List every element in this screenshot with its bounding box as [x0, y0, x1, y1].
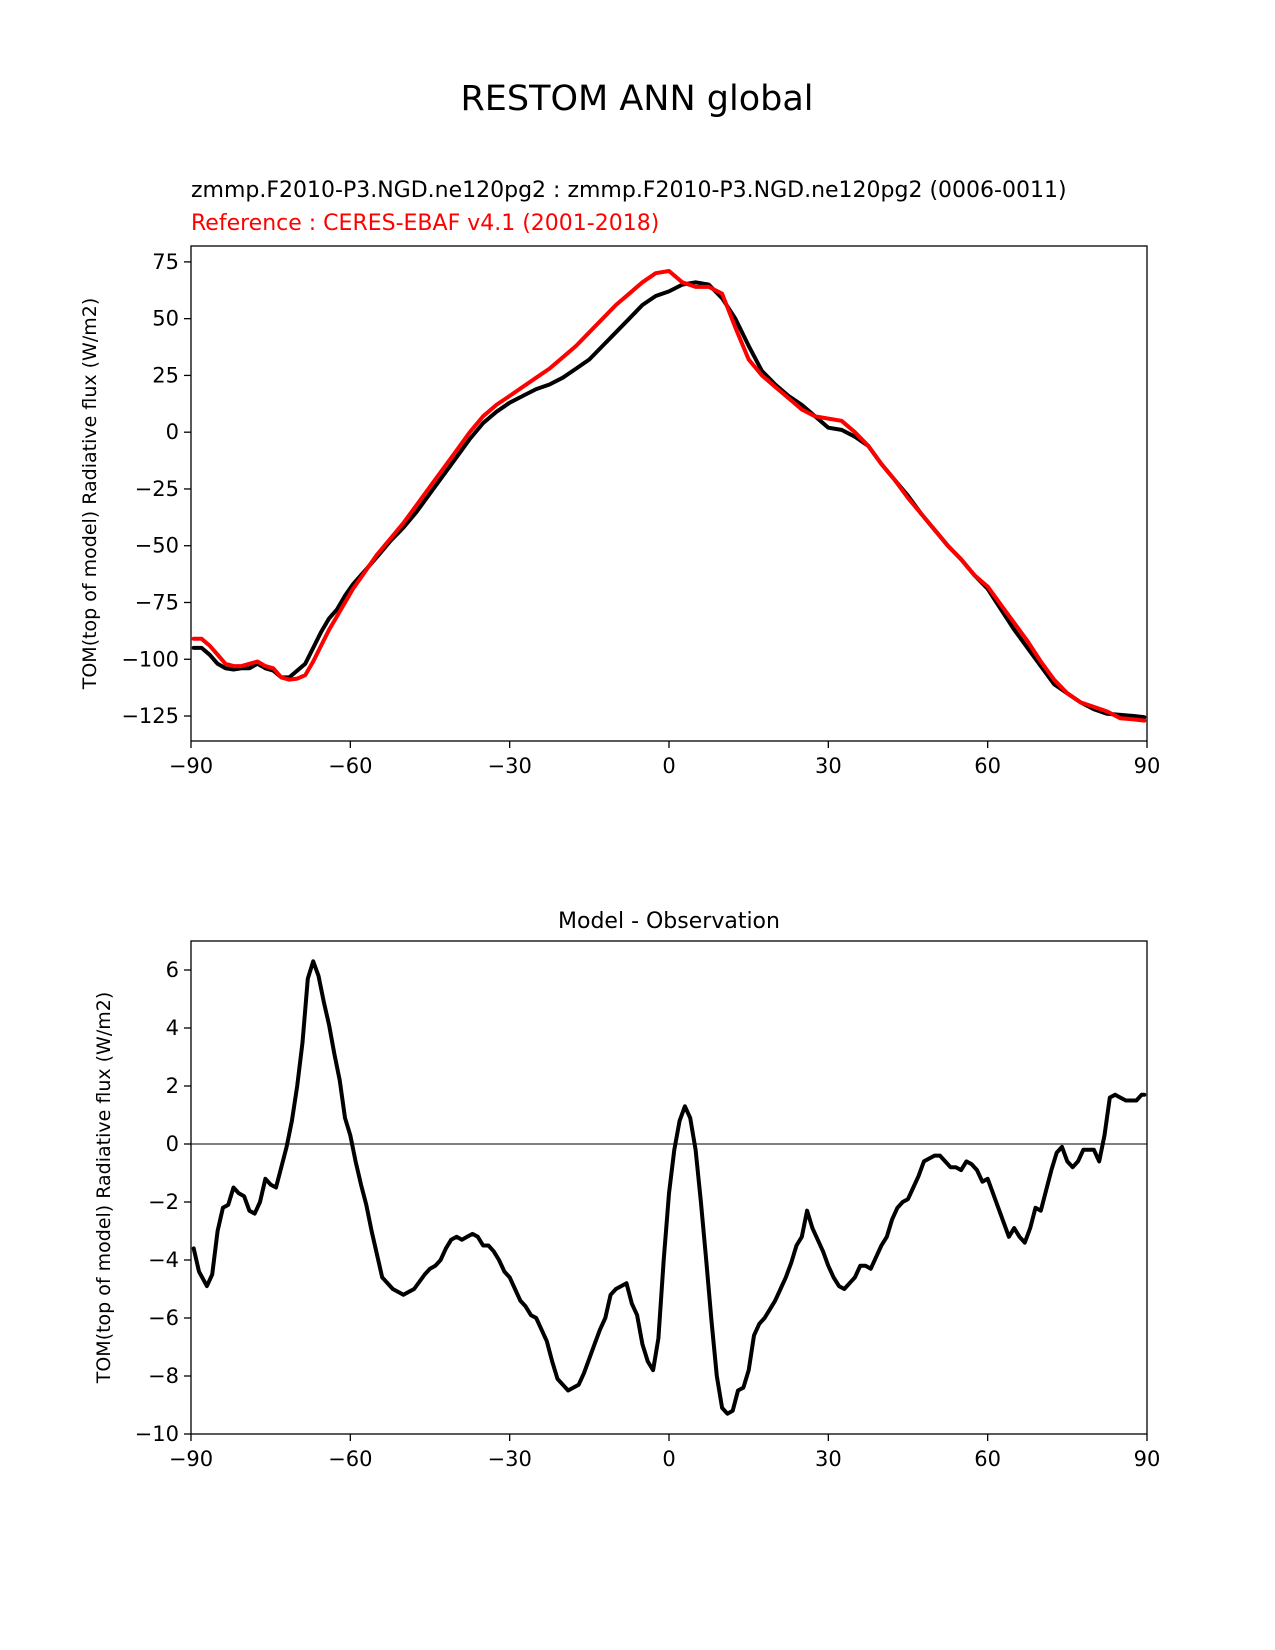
- bottom-y-tick-label: 4: [166, 1016, 179, 1040]
- top-y-tick-label: 75: [152, 250, 179, 274]
- top-plot-area: −90 −60 −30 0 30 60 90 75 50 25 0 −25 −50 −75 −100 −125: [121, 245, 1161, 778]
- bottom-y-tick-label: −10: [135, 1422, 179, 1446]
- top-x-tick-label: 90: [1134, 754, 1161, 778]
- bottom-x-tick-label: 60: [974, 1447, 1001, 1471]
- top-y-tick-label: −50: [135, 534, 179, 558]
- top-y-tick-label: 0: [166, 420, 179, 444]
- bottom-x-tick-label: 30: [815, 1447, 842, 1471]
- bottom-y-tick-label: −8: [148, 1364, 179, 1388]
- top-x-tick-label: 0: [662, 754, 675, 778]
- bottom-y-tick-label: −6: [148, 1306, 179, 1330]
- bottom-series-line-difference: [191, 959, 1147, 1416]
- bottom-x-tick-label: 90: [1134, 1447, 1161, 1471]
- bottom-y-tick-label: −2: [148, 1190, 179, 1214]
- top-x-tick-label: −60: [328, 754, 372, 778]
- bottom-panel: Model - Observation −90 −60 −30 0 30 60 90 6 4 2 0…: [93, 909, 1160, 1471]
- bottom-x-tick-label: −60: [328, 1447, 372, 1471]
- top-axes-frame: [190, 245, 1148, 742]
- top-y-tick-label: −25: [135, 477, 179, 501]
- bottom-y-axis-label: TOM(top of model) Radiative flux (W/m2): [93, 992, 115, 1385]
- bottom-x-tick-label: −30: [488, 1447, 532, 1471]
- top-x-tick-label: −90: [169, 754, 213, 778]
- bottom-x-tick-label: 0: [662, 1447, 675, 1471]
- top-x-tick-label: −30: [488, 754, 532, 778]
- top-y-tick-label: 50: [152, 307, 179, 331]
- bottom-panel-title: Model - Observation: [558, 909, 780, 934]
- top-y-axis-label: TOM(top of model) Radiative flux (W/m2): [79, 298, 101, 691]
- bottom-y-tick-label: 2: [166, 1074, 179, 1098]
- top-y-tick-label: 25: [152, 363, 179, 387]
- top-series-line-zmmp-f2010-p3-ngd-ne120pg2: [191, 280, 1147, 720]
- bottom-plot-area: −90 −60 −30 0 30 60 90 6 4 2 0 −2 −4 −6 −8 −10: [135, 940, 1161, 1471]
- top-panel: zmmp.F2010-P3.NGD.ne120pg2 : zmmp.F2010-…: [79, 178, 1160, 778]
- bottom-y-tick-label: 6: [166, 958, 179, 982]
- top-x-tick-label: 60: [974, 754, 1001, 778]
- top-y-tick-label: −100: [121, 647, 179, 671]
- bottom-x-tick-label: −90: [169, 1447, 213, 1471]
- top-series-line-ceres-ebaf-v4-1: [191, 269, 1147, 723]
- figure-suptitle: RESTOM ANN global: [460, 79, 813, 119]
- top-panel-title: zmmp.F2010-P3.NGD.ne120pg2 : zmmp.F2010-…: [191, 178, 1067, 203]
- bottom-y-tick-label: 0: [166, 1132, 179, 1156]
- top-y-tick-label: −125: [121, 704, 179, 728]
- top-y-tick-label: −75: [135, 590, 179, 614]
- top-panel-subtitle: Reference : CERES-EBAF v4.1 (2001-2018): [191, 211, 659, 236]
- bottom-y-tick-label: −4: [148, 1248, 179, 1272]
- top-x-tick-label: 30: [815, 754, 842, 778]
